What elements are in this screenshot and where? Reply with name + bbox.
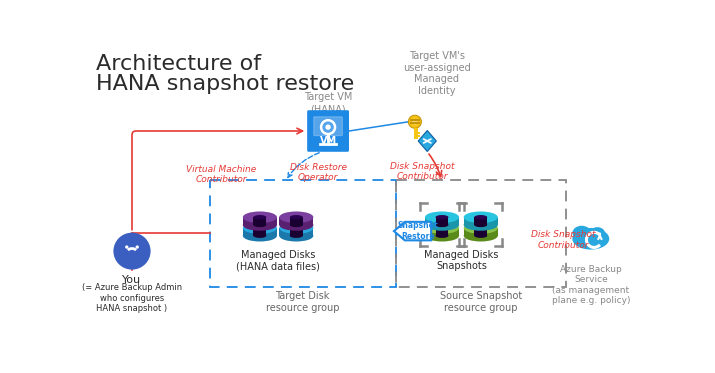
Polygon shape <box>280 217 313 225</box>
FancyBboxPatch shape <box>314 117 342 136</box>
Ellipse shape <box>474 233 487 238</box>
FancyBboxPatch shape <box>307 110 349 152</box>
Ellipse shape <box>243 230 277 241</box>
Bar <box>209 179 395 287</box>
Bar <box>418 135 420 137</box>
Ellipse shape <box>243 211 277 223</box>
Text: Disk Snapshot
Contributor: Disk Snapshot Contributor <box>390 162 455 181</box>
Polygon shape <box>464 228 498 236</box>
Circle shape <box>325 125 331 130</box>
Text: Target VM
(HANA): Target VM (HANA) <box>304 93 352 114</box>
Polygon shape <box>290 217 302 225</box>
Ellipse shape <box>243 219 277 231</box>
Text: Virtual Machine
Contributor: Virtual Machine Contributor <box>186 165 256 184</box>
Ellipse shape <box>280 211 313 223</box>
Text: Disk Snapshot
Contributor: Disk Snapshot Contributor <box>531 231 596 250</box>
Ellipse shape <box>253 226 267 230</box>
Ellipse shape <box>425 222 459 234</box>
Polygon shape <box>394 222 431 240</box>
Ellipse shape <box>290 223 302 227</box>
Text: Target Disk
resource group: Target Disk resource group <box>266 291 339 313</box>
Text: VM: VM <box>320 136 337 145</box>
Ellipse shape <box>435 223 448 227</box>
Text: You: You <box>122 275 142 285</box>
Circle shape <box>125 245 129 249</box>
Text: Target VM's
user-assigned
Managed
Identity: Target VM's user-assigned Managed Identi… <box>403 51 470 96</box>
Text: Architecture of: Architecture of <box>96 54 261 74</box>
Polygon shape <box>425 217 459 225</box>
Ellipse shape <box>464 219 498 231</box>
Text: HANA snapshot restore: HANA snapshot restore <box>96 74 354 94</box>
Ellipse shape <box>464 230 498 241</box>
Polygon shape <box>243 228 277 236</box>
Text: Azure Backup
Service
(as management
plane e.g. policy): Azure Backup Service (as management plan… <box>551 265 630 305</box>
Ellipse shape <box>280 219 313 231</box>
Ellipse shape <box>290 233 302 238</box>
Ellipse shape <box>290 226 302 230</box>
Bar <box>418 132 420 134</box>
Ellipse shape <box>464 211 498 223</box>
Bar <box>395 179 566 287</box>
Text: Disk Restore
Operator: Disk Restore Operator <box>290 163 347 182</box>
Ellipse shape <box>425 230 459 241</box>
Ellipse shape <box>573 226 591 240</box>
Ellipse shape <box>253 233 267 238</box>
Ellipse shape <box>280 222 313 234</box>
Text: Managed Disks
(HANA data files): Managed Disks (HANA data files) <box>236 250 320 271</box>
Ellipse shape <box>474 223 487 227</box>
Polygon shape <box>464 217 498 225</box>
Ellipse shape <box>425 211 459 223</box>
Circle shape <box>136 245 139 249</box>
Polygon shape <box>418 131 436 151</box>
Ellipse shape <box>435 215 448 219</box>
Polygon shape <box>474 217 487 225</box>
Circle shape <box>408 115 421 128</box>
Ellipse shape <box>474 226 487 230</box>
Ellipse shape <box>572 228 609 250</box>
Ellipse shape <box>290 215 302 219</box>
Ellipse shape <box>253 215 267 219</box>
Circle shape <box>412 119 418 125</box>
Ellipse shape <box>474 215 487 219</box>
Text: (= Azure Backup Admin
who configures
HANA snapshot ): (= Azure Backup Admin who configures HAN… <box>82 283 182 313</box>
Text: Source Snapshot
resource group: Source Snapshot resource group <box>440 291 522 313</box>
Text: Snapshot
Restore: Snapshot Restore <box>398 222 438 241</box>
Polygon shape <box>243 217 277 225</box>
Ellipse shape <box>464 222 498 234</box>
Bar <box>414 128 418 139</box>
Ellipse shape <box>589 227 605 240</box>
Polygon shape <box>435 217 448 225</box>
Ellipse shape <box>280 230 313 241</box>
Polygon shape <box>425 228 459 236</box>
Text: Managed Disks
Snapshots: Managed Disks Snapshots <box>424 250 498 271</box>
Polygon shape <box>290 228 302 236</box>
Ellipse shape <box>425 219 459 231</box>
Polygon shape <box>435 228 448 236</box>
Ellipse shape <box>435 226 448 230</box>
Polygon shape <box>253 228 267 236</box>
Polygon shape <box>474 228 487 236</box>
Ellipse shape <box>253 223 267 227</box>
Ellipse shape <box>243 222 277 234</box>
Ellipse shape <box>435 233 448 238</box>
Polygon shape <box>253 217 267 225</box>
Circle shape <box>114 233 151 270</box>
Polygon shape <box>280 228 313 236</box>
